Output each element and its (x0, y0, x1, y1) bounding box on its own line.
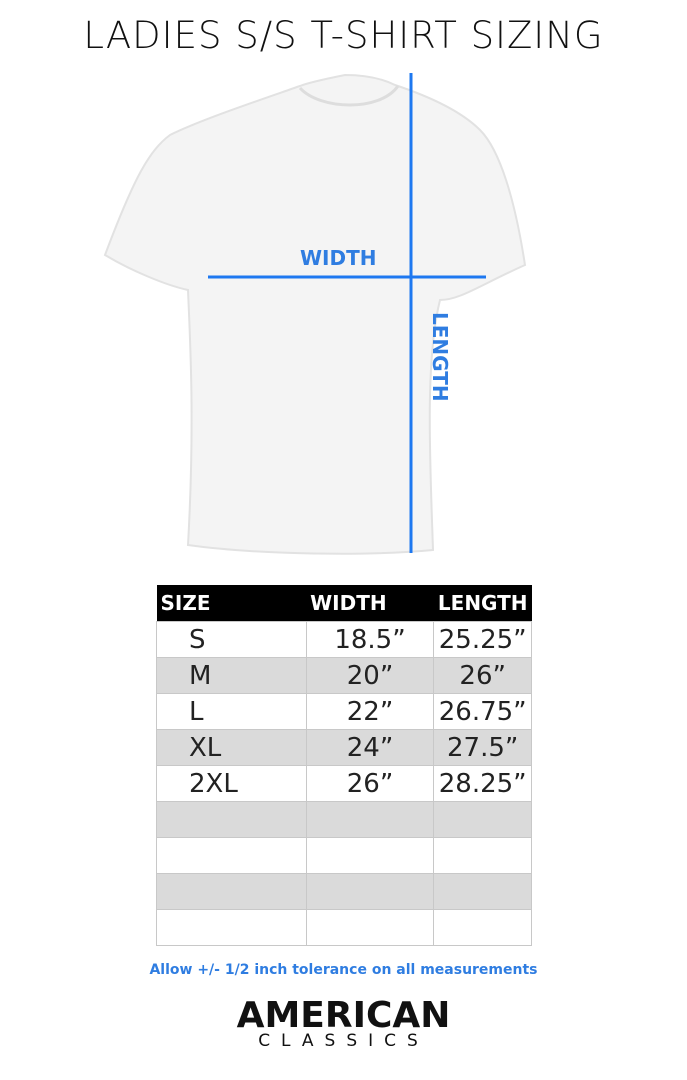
width-label: WIDTH (300, 246, 377, 270)
tshirt-illustration (103, 73, 527, 555)
cell-size: L (156, 693, 307, 730)
table-row: M 20” 26” (156, 657, 532, 694)
cell-length: 28.25” (433, 765, 532, 802)
cell-width (305, 801, 435, 838)
cell-size: 2XL (156, 765, 307, 802)
cell-size (156, 873, 307, 910)
table-row: S 18.5” 25.25” (156, 621, 532, 658)
table-row (156, 837, 532, 874)
header-length: LENGTH (433, 585, 532, 622)
cell-width (305, 873, 435, 910)
header-width: WIDTH (306, 585, 434, 622)
cell-size: XL (156, 729, 307, 766)
cell-width (305, 909, 435, 946)
table-header: SIZE WIDTH LENGTH (156, 585, 532, 622)
brand-logo-line2: CLASSICS (258, 1031, 429, 1051)
cell-length (433, 909, 532, 946)
tshirt-neckline (298, 85, 400, 107)
cell-width (305, 837, 435, 874)
cell-width: 26” (305, 765, 435, 802)
cell-width: 24” (305, 729, 435, 766)
cell-width: 18.5” (305, 621, 435, 658)
length-label: LENGTH (428, 312, 452, 402)
table-row (156, 801, 532, 838)
cell-length: 25.25” (433, 621, 532, 658)
cell-length (433, 837, 532, 874)
cell-length: 26.75” (433, 693, 532, 730)
size-table: SIZE WIDTH LENGTH S 18.5” 25.25” M 20” 26” L… (156, 585, 532, 946)
cell-length: 27.5” (433, 729, 532, 766)
cell-length (433, 873, 532, 910)
cell-size (156, 837, 307, 874)
cell-length (433, 801, 532, 838)
table-row (156, 873, 532, 910)
cell-width: 20” (305, 657, 435, 694)
table-row: XL 24” 27.5” (156, 729, 532, 766)
page-title: LADIES S/S T-SHIRT SIZING (83, 14, 604, 57)
cell-width: 22” (305, 693, 435, 730)
table-row: L 22” 26.75” (156, 693, 532, 730)
table-row: 2XL 26” 28.25” (156, 765, 532, 802)
cell-size: M (156, 657, 307, 694)
tolerance-note: Allow +/- 1/2 inch tolerance on all meas… (149, 962, 538, 978)
tshirt-diagram (103, 73, 527, 555)
cell-length: 26” (433, 657, 532, 694)
cell-size (156, 801, 307, 838)
table-row (156, 909, 532, 946)
header-size: SIZE (156, 585, 307, 622)
cell-size (156, 909, 307, 946)
brand-logo-line1: AMERICAN (236, 995, 451, 1036)
cell-size: S (156, 621, 307, 658)
